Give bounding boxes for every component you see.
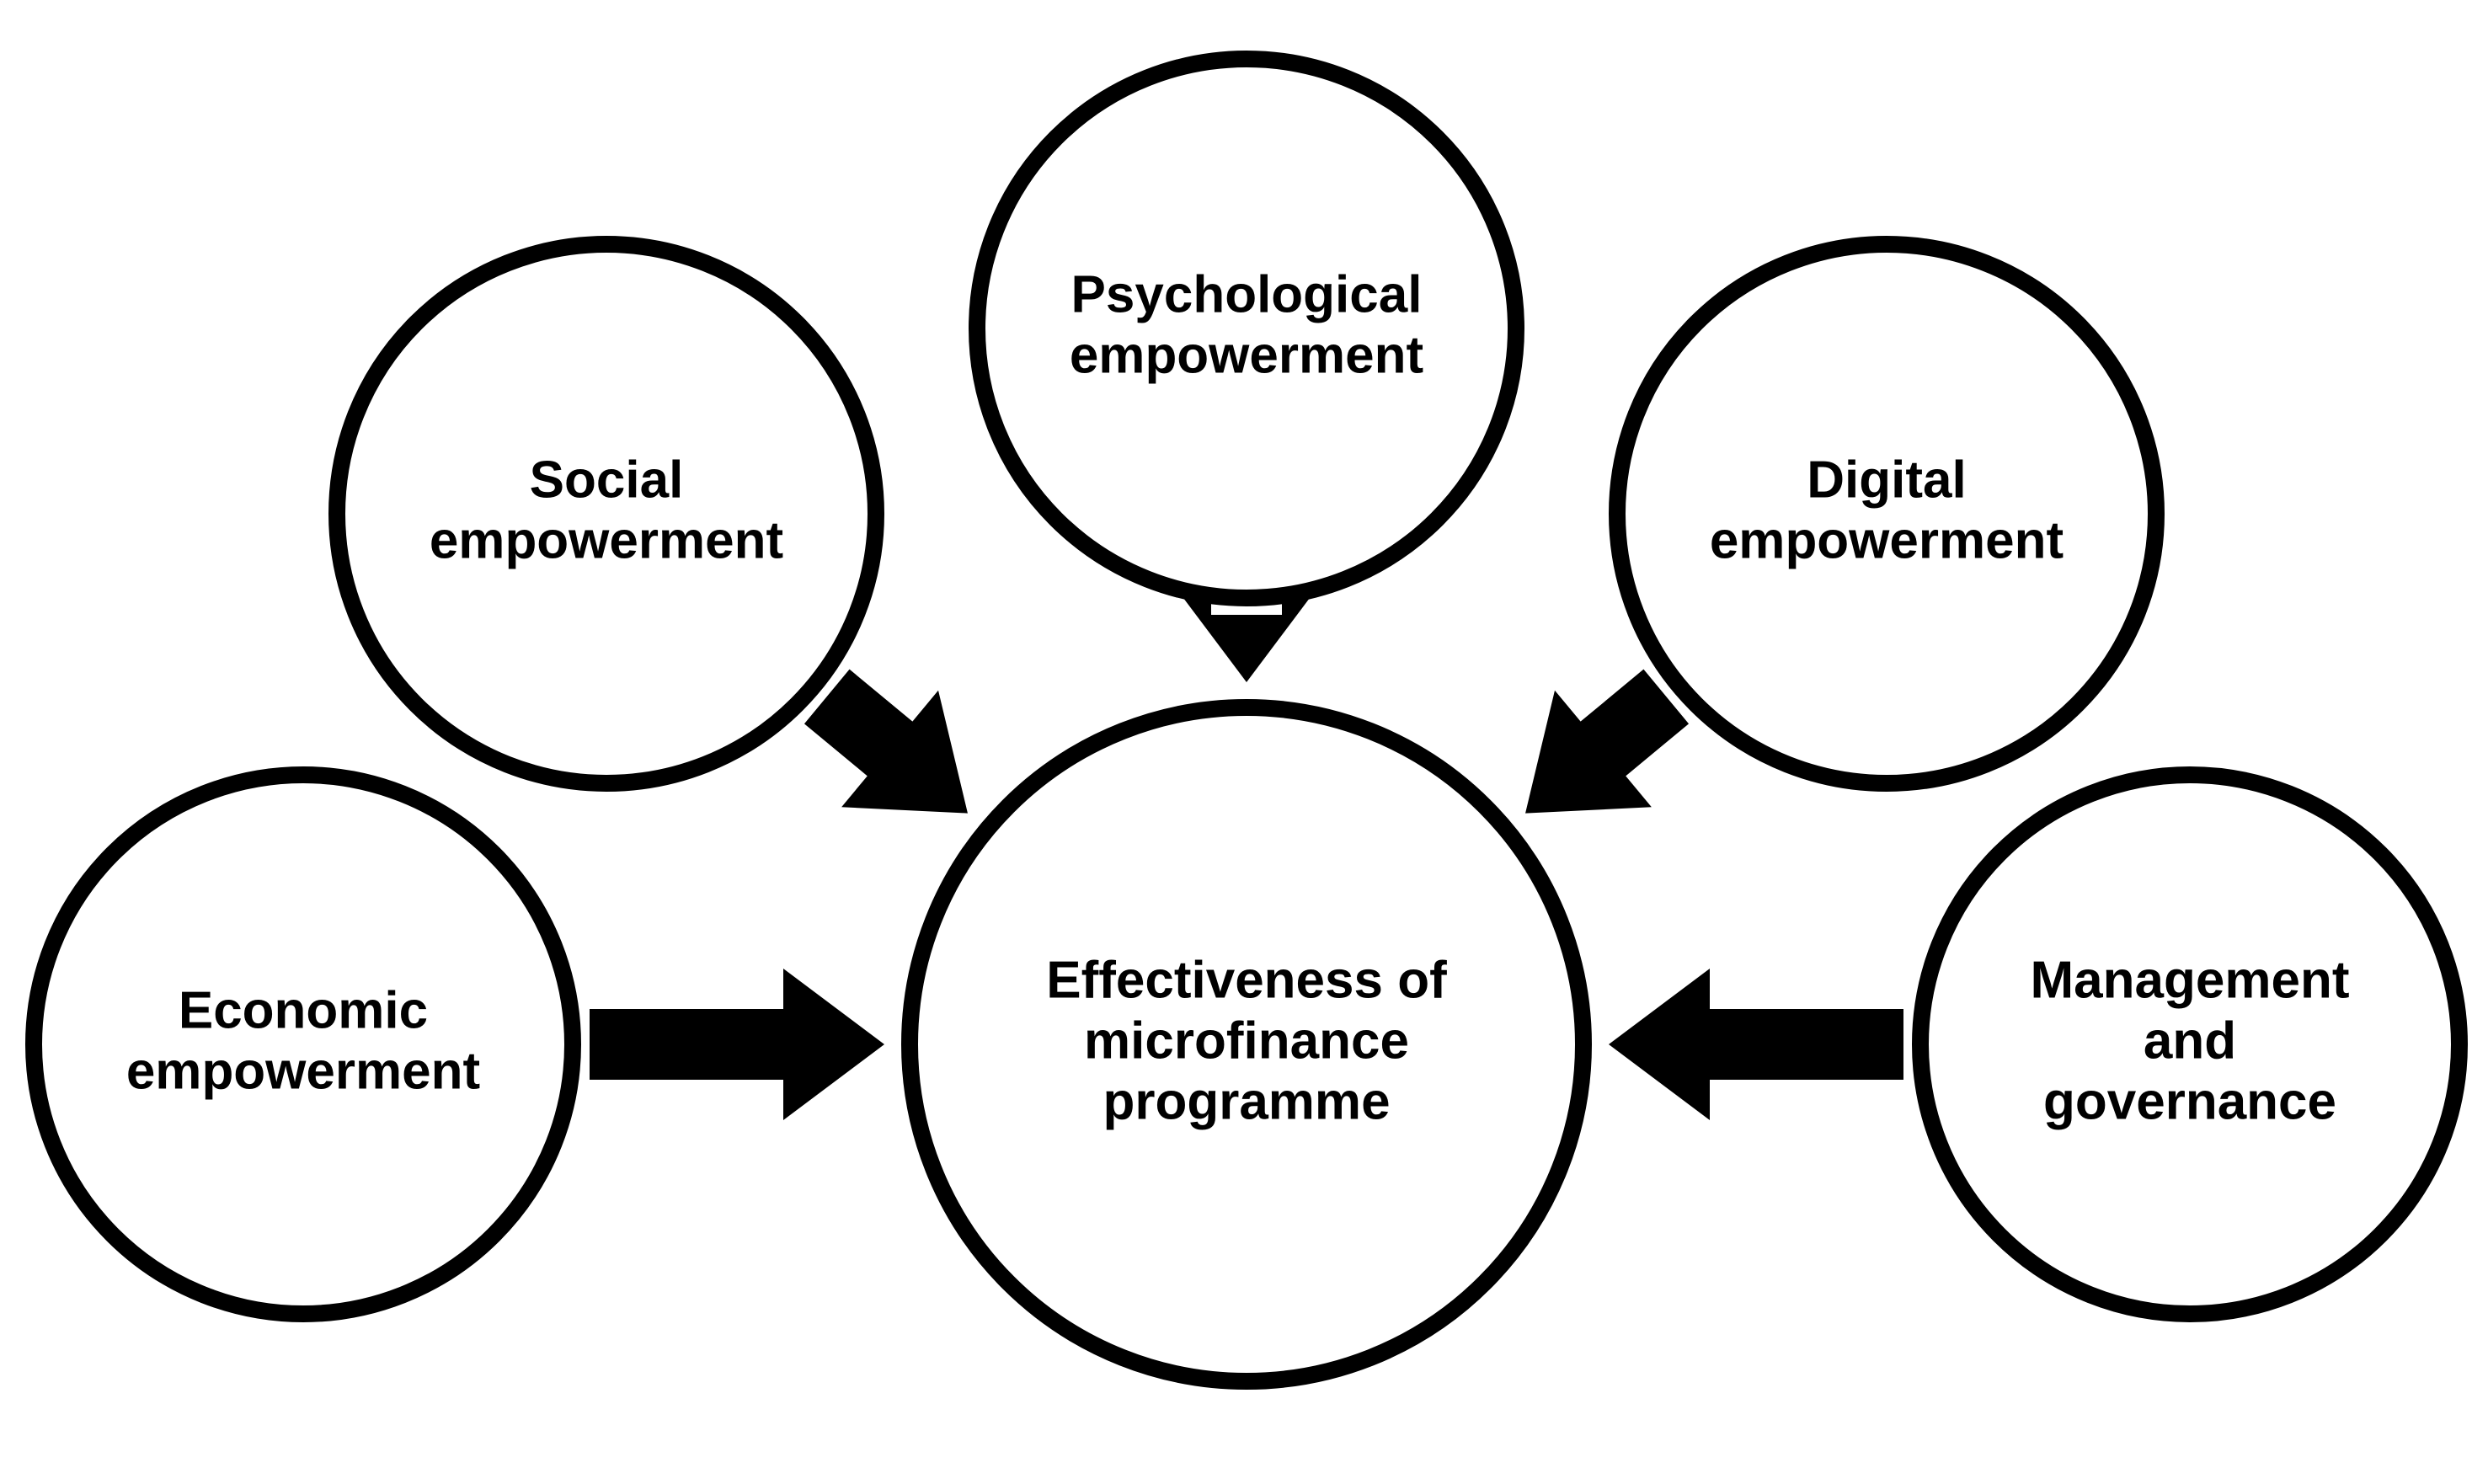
node-center-label-line-1: microfinance (1084, 1012, 1409, 1070)
node-digital-label-line-0: Digital (1807, 451, 1966, 509)
microfinance-diagram: Effectiveness ofmicrofinanceprogramme Psy… (0, 0, 2488, 1484)
node-management-label-line-0: Management (2031, 951, 2350, 1009)
node-economic-label-line-1: empowerment (126, 1042, 480, 1100)
node-center-label-line-2: programme (1103, 1072, 1390, 1130)
node-center: Effectiveness ofmicrofinanceprogramme (910, 707, 1583, 1381)
arrow-social-to-center (804, 670, 968, 814)
node-social: Socialempowerment (337, 244, 876, 783)
node-psychological-label-line-1: empowerment (1070, 326, 1423, 384)
node-management: Managementandgovernance (1920, 775, 2459, 1314)
nodes-layer: Effectiveness ofmicrofinanceprogramme Psy… (34, 59, 2459, 1381)
node-economic-label-line-0: Economic (179, 981, 428, 1039)
node-social-label-line-0: Social (530, 451, 684, 509)
node-center-label-line-0: Effectiveness of (1046, 951, 1447, 1009)
node-social-label-line-1: empowerment (430, 511, 783, 569)
node-psychological-label-line-0: Psychological (1071, 265, 1423, 323)
arrow-management-to-center (1609, 969, 1903, 1120)
arrow-digital-to-center (1525, 670, 1689, 814)
node-management-label-line-2: governance (2043, 1072, 2336, 1130)
node-digital-label-line-1: empowerment (1710, 511, 2064, 569)
arrow-economic-to-center (590, 969, 884, 1120)
node-management-label-line-1: and (2144, 1012, 2236, 1070)
node-digital: Digitalempowerment (1617, 244, 2156, 783)
node-economic: Economicempowerment (34, 775, 573, 1314)
node-psychological: Psychologicalempowerment (977, 59, 1516, 598)
